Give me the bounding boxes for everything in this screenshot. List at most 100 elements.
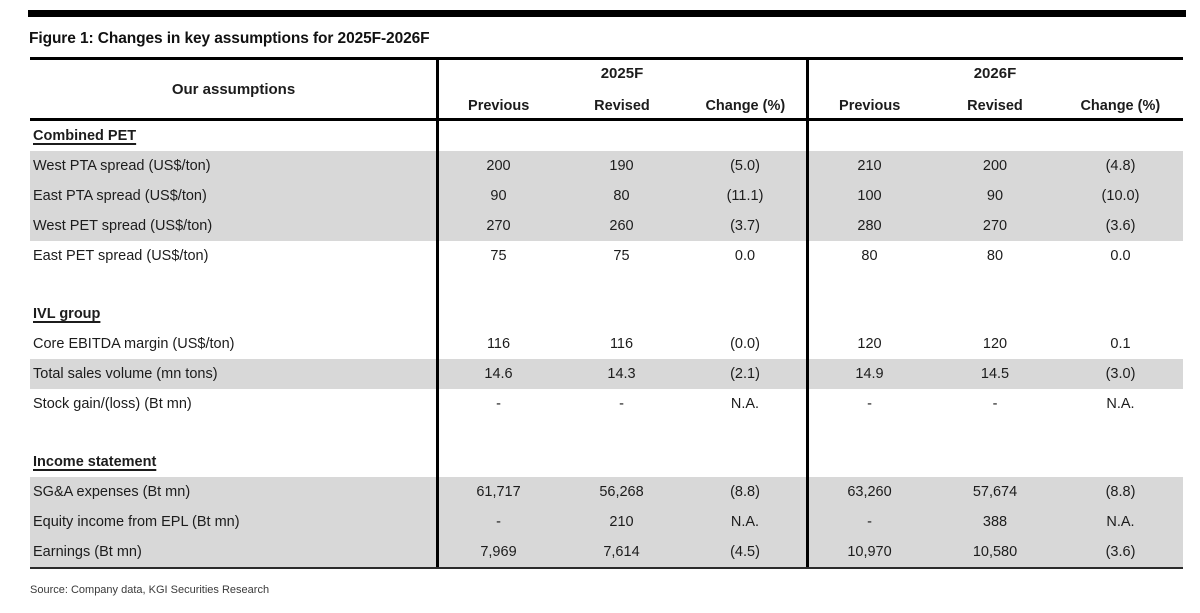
col-header-revised: Revised [594,98,650,114]
cell-value: N.A. [1106,396,1135,412]
cell-value: 260 [609,218,634,234]
cell-value: (3.6) [1105,218,1136,234]
subheaders-2026f: Previous Revised Change (%) [807,98,1183,114]
cell-value: 90 [986,188,1004,204]
cell-value: - [867,396,872,412]
cell-value: 200 [982,158,1008,174]
spacer-row [30,419,1183,447]
cell-value: (3.0) [1105,366,1136,382]
cell-value: 0.0 [1110,248,1131,264]
corner-label: Our assumptions [171,80,296,98]
table-row: West PET spread (US$/ton) 270 260 (3.7) 280 2… [30,211,1183,241]
cell-value: 57,674 [972,484,1018,500]
section-row: Combined PET [30,121,1183,151]
row-label: East PET spread (US$/ton) [33,248,209,264]
cell-value: 80 [613,188,630,204]
cell-value: 61,717 [476,484,521,500]
table-row: Equity income from EPL (Bt mn) - 210 N.A. - 3… [30,507,1183,537]
cell-value: (8.8) [730,484,760,500]
cell-value: 270 [982,218,1008,234]
cell-value: 190 [609,158,634,174]
col-header-change: Change (%) [1080,98,1161,114]
cell-value: 270 [486,218,511,234]
cell-value: 280 [857,218,882,234]
cell-value: 80 [986,248,1004,264]
table-row: Earnings (Bt mn) 7,969 7,614 (4.5) 10,970 10,… [30,537,1183,567]
table-row: SG&A expenses (Bt mn) 61,717 56,268 (8.8) 63… [30,477,1183,507]
cell-value: (8.8) [1105,484,1136,500]
figure-title: Figure 1: Changes in key assumptions for… [29,30,430,47]
cell-value: 63,260 [847,484,892,500]
source-note: Source: Company data, KGI Securities Res… [30,584,270,596]
col-header-previous: Previous [468,98,530,114]
row-label: West PTA spread (US$/ton) [33,158,211,174]
cell-value: 116 [486,336,511,352]
table-header: Our assumptions 2025F Previous Revised C… [30,60,1183,121]
cell-value: - [867,514,872,530]
cell-value: 80 [861,248,878,264]
cell-value: - [496,514,501,530]
cell-value: (5.0) [730,158,760,174]
table-row: Stock gain/(loss) (Bt mn) - - N.A. - - N.A. [30,389,1183,419]
table-row: East PTA spread (US$/ton) 90 80 (11.1) 100 90… [30,181,1183,211]
cell-value: - [619,396,624,412]
row-label: Equity income from EPL (Bt mn) [33,514,240,530]
section-heading: IVL group [33,306,101,322]
col-header-previous: Previous [839,98,901,114]
cell-value: (11.1) [726,188,764,204]
section-heading: Combined PET [33,128,137,144]
cell-value: - [496,396,501,412]
row-label: Earnings (Bt mn) [33,544,142,560]
cell-value: 75 [490,248,507,264]
cell-value: 116 [609,336,634,352]
cell-value: 7,614 [603,544,640,560]
cell-value: (0.0) [730,336,760,352]
cell-value: 0.0 [734,248,756,264]
cell-value: 210 [609,514,634,530]
cell-value: 56,268 [599,484,644,500]
cell-value: 0.1 [1110,336,1131,352]
col-header-change: Change (%) [705,98,786,114]
group-2025f: 2025F Previous Revised Change (%) [437,60,807,118]
cell-value: 200 [486,158,511,174]
cell-value: 120 [857,336,882,352]
group-header-2025f: 2025F [600,65,644,82]
cell-value: 14.5 [980,366,1010,382]
table-body: Combined PET West PTA spread (US$/ton) 200… [30,121,1183,567]
cell-value: (4.8) [1105,158,1136,174]
group-header-2026f: 2026F [973,65,1017,82]
cell-value: 210 [857,158,882,174]
column-divider [806,60,809,567]
cell-value: 14.6 [484,366,513,382]
cell-value: 90 [490,188,507,204]
table-row: West PTA spread (US$/ton) 200 190 (5.0) 210 2… [30,151,1183,181]
cell-value: (10.0) [1101,188,1140,204]
cell-value: 14.9 [855,366,884,382]
table-row: Core EBITDA margin (US$/ton) 116 116 (0.0) 1… [30,329,1183,359]
cell-value: 7,969 [480,544,517,560]
cell-value: (3.7) [730,218,760,234]
cell-value: N.A. [730,514,760,530]
cell-value: N.A. [1106,514,1135,530]
section-row: Income statement [30,447,1183,477]
cell-value: - [992,396,998,412]
group-2026f: 2026F Previous Revised Change (%) [807,60,1183,118]
row-label: Total sales volume (mn tons) [33,366,218,382]
cell-value: 388 [982,514,1008,530]
col-header-revised: Revised [967,98,1023,114]
cell-value: (4.5) [730,544,760,560]
row-label: Core EBITDA margin (US$/ton) [33,336,235,352]
cell-value: 14.3 [607,366,636,382]
section-row: IVL group [30,299,1183,329]
table-row: Total sales volume (mn tons) 14.6 14.3 (2.1… [30,359,1183,389]
cell-value: 120 [982,336,1008,352]
spacer-row [30,271,1183,299]
cell-value: (3.6) [1105,544,1136,560]
table-row: East PET spread (US$/ton) 75 75 0.0 80 80 0.0 [30,241,1183,271]
section-heading: Income statement [33,454,157,470]
cell-value: (2.1) [730,366,760,382]
cell-value: 10,580 [972,544,1018,560]
column-divider [436,60,439,567]
cell-value: 100 [857,188,882,204]
